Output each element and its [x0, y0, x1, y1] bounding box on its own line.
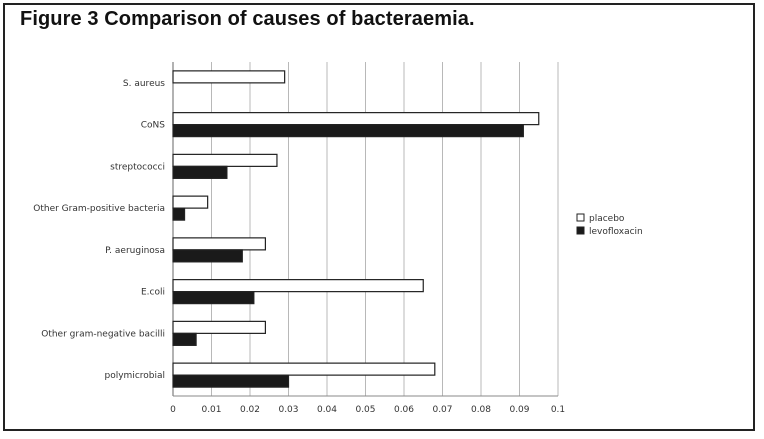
x-tick-label: 0.07: [432, 405, 452, 415]
category-label: Other Gram-positive bacteria: [33, 204, 165, 214]
bar-levofloxacin: [172, 291, 255, 305]
bar-levofloxacin: [172, 332, 197, 346]
category-labels: S. aureus CoNS streptococci Other Gram-posi…: [33, 79, 165, 381]
category-label: S. aureus: [123, 79, 165, 89]
category-label: polymicrobial: [105, 371, 166, 381]
bar-levofloxacin: [172, 374, 290, 388]
legend-swatch-levofloxacin: [576, 226, 585, 235]
category-label: P. aeruginosa: [105, 246, 165, 256]
category-label: Other gram-negative bacilli: [41, 329, 165, 339]
bar-levofloxacin: [172, 165, 228, 179]
x-tick-label: 0: [170, 405, 176, 415]
figure-title: Figure 3 Comparison of causes of bactera…: [20, 8, 475, 30]
x-tick-label: 0.03: [278, 405, 298, 415]
legend-label-placebo: placebo: [589, 214, 625, 224]
x-tick-label: 0.05: [355, 405, 375, 415]
bar-placebo: [172, 279, 424, 293]
legend-label-levofloxacin: levofloxacin: [589, 227, 643, 237]
bar-placebo: [172, 362, 436, 376]
category-label: CoNS: [141, 121, 166, 131]
x-tick-label: 0.1: [551, 405, 565, 415]
x-tick-label: 0.04: [317, 405, 337, 415]
bars: [172, 70, 540, 388]
category-label: E.coli: [141, 288, 165, 298]
category-label: streptococci: [110, 162, 165, 172]
legend-swatch-placebo: [576, 213, 585, 222]
bar-levofloxacin: [172, 207, 186, 221]
bar-levofloxacin: [172, 124, 524, 138]
x-tick-label: 0.08: [471, 405, 491, 415]
figure-frame: [3, 3, 755, 431]
x-tick-label: 0.01: [201, 405, 221, 415]
x-tick-label: 0.02: [240, 405, 260, 415]
bar-placebo: [172, 112, 540, 126]
bar-placebo: [172, 237, 267, 251]
x-tick-label: 0.09: [509, 405, 529, 415]
bar-placebo: [172, 320, 267, 334]
legend: placebo levofloxacin: [576, 213, 643, 237]
x-tick-label: 0.06: [394, 405, 414, 415]
bar-placebo: [172, 195, 209, 209]
bar-placebo: [172, 153, 278, 167]
bar-levofloxacin: [172, 249, 243, 263]
x-tick-labels: 0 0.01 0.02 0.03 0.04 0.05 0.06 0.07 0.08 0.09 0.1: [170, 405, 565, 415]
bar-placebo: [172, 70, 286, 84]
